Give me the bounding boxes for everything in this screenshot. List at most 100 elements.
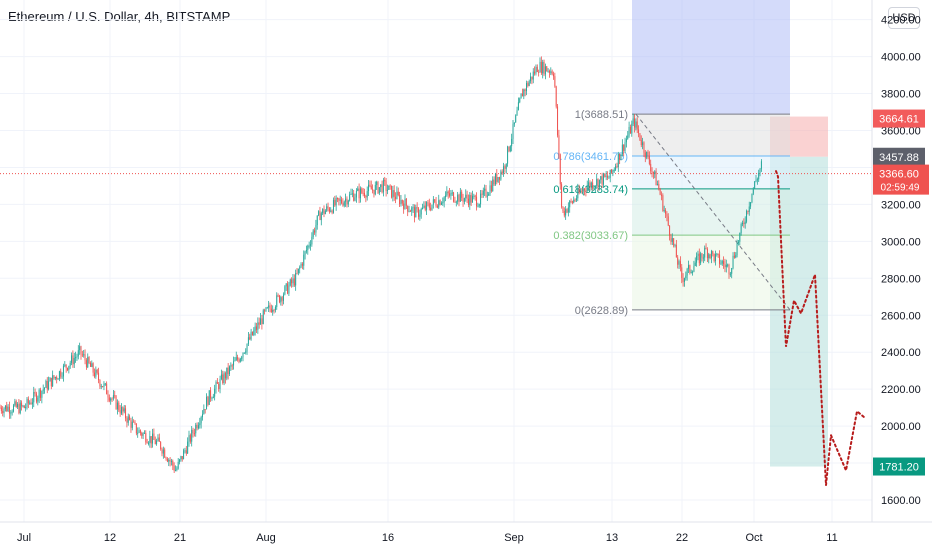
candle-body [710,251,712,259]
candle-body [8,406,10,414]
candle-body [291,279,293,284]
candle-body [562,206,564,212]
y-tick-label: 2000.00 [881,421,921,433]
y-tick-label: 2400.00 [881,347,921,359]
candle-body [181,456,183,460]
candle-body [185,450,187,454]
candle-body [629,126,631,134]
candle-body [130,419,132,428]
candle-body [725,264,727,268]
candle-body [346,198,348,205]
candle-body [104,383,106,385]
candle-body [207,396,209,405]
candle-body [316,215,318,226]
fib-label: 0.382(3033.67) [553,230,628,242]
candle-body [30,402,32,405]
candle-body [696,255,698,263]
candle-body [166,458,168,462]
candle-body [64,364,66,366]
candle-body [27,398,29,404]
candle-body [145,432,147,443]
candle-body [488,193,490,196]
candle-body [391,185,392,198]
candle-body [671,238,673,242]
candle-body [14,401,16,406]
candle-body [697,253,699,256]
candle-body [199,423,201,426]
candle-body [223,373,225,383]
candle-body [542,61,544,74]
candle-body [361,188,363,193]
candle-body [575,198,577,201]
candle-body [430,207,432,210]
candle-body [593,187,595,189]
candle-body [551,71,553,75]
candle-body [457,194,459,202]
candle-body [169,459,171,462]
candle-body [616,166,618,168]
candle-body [397,191,399,196]
candle-body [639,133,641,141]
candle-body [401,199,403,204]
candle-body [644,152,646,158]
candle-body [494,173,496,185]
candle-body [107,394,109,398]
candle-body [7,406,9,412]
candle-body [315,225,317,233]
candle-body [667,216,669,226]
candle-body [175,470,176,472]
candle-body [135,423,137,434]
candle-body [584,188,586,191]
candle-body [264,310,266,312]
candle-body [434,199,436,202]
candle-body [98,372,100,381]
candle-body [38,389,40,398]
candle-body [281,297,283,301]
candle-body [715,254,716,261]
candle-body [459,191,461,202]
y-tick-label: 2800.00 [881,273,921,285]
candle-body [677,257,679,265]
candle-body [500,171,502,180]
candle-body [246,343,248,352]
candle-body [682,277,684,282]
candle-body [287,283,289,294]
candle-body [531,76,533,80]
candle-body [454,201,456,203]
candle-body [165,457,167,459]
candle-body [750,202,752,207]
candle-body [242,352,244,358]
fibonacci-retracement: 1(3688.51) 0.786(3461.75) 0.618(3283.74) 0.… [0,109,872,317]
candle-body [455,201,457,203]
candle-body [235,357,237,361]
candle-body [608,177,610,179]
x-tick-label: Oct [745,532,762,544]
last-price-tag: 3366.60 [879,169,919,181]
candle-body [515,115,517,123]
candle-body [311,236,313,245]
candle-body [526,83,527,92]
candle-body [692,271,694,273]
candle-body [100,386,102,388]
candle-body [139,430,141,433]
candle-body [312,230,314,237]
candle-body [530,76,532,82]
candle-body [392,190,394,198]
currency-button[interactable]: USD [888,7,920,29]
candle-body [740,224,742,233]
candle-body [607,175,608,178]
candle-body [758,172,760,180]
candle-body [501,171,503,174]
y-tick-label: 3800.00 [881,89,921,101]
candle-body [257,322,259,330]
candle-body [214,388,216,397]
candle-body [612,170,614,173]
candle-body [345,198,347,202]
target-price-tag: 1781.20 [879,462,919,474]
candle-body [596,179,598,186]
candle-body [134,422,136,424]
candle-body [538,72,540,74]
candles [0,56,762,474]
